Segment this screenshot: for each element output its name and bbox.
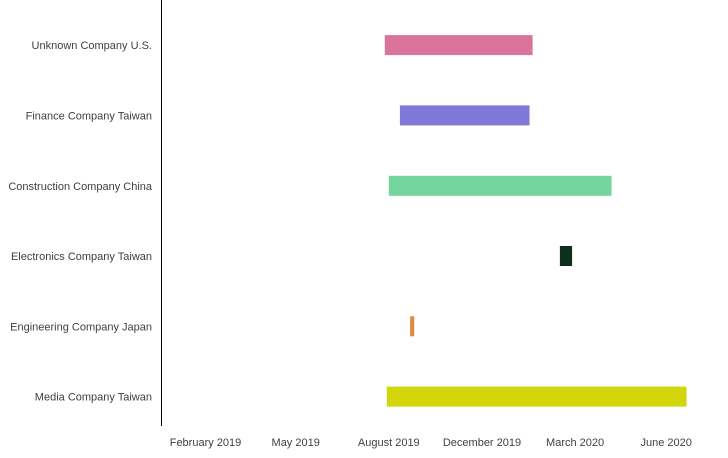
x-tick-label: December 2019 [443, 437, 521, 449]
category-label: Media Company Taiwan [35, 392, 152, 404]
x-tick-labels: February 2019 May 2019 August 2019 December… [170, 437, 692, 449]
x-tick-label: August 2019 [358, 437, 420, 449]
gantt-bar [388, 175, 612, 196]
category-label: Unknown Company U.S. [32, 40, 152, 52]
category-label: Electronics Company Taiwan [11, 251, 152, 263]
x-tick-label: March 2020 [546, 437, 604, 449]
category-labels: Unknown Company U.S. Finance Company Taiw… [8, 40, 153, 404]
bars-layer [384, 35, 687, 407]
gantt-bar [399, 105, 530, 126]
x-tick-label: February 2019 [170, 437, 242, 449]
category-label: Engineering Company Japan [10, 321, 152, 333]
gantt-bar [386, 386, 687, 407]
gantt-bar [384, 35, 533, 56]
gantt-bar [559, 246, 573, 266]
x-tick-label: June 2020 [641, 437, 692, 449]
category-label: Finance Company Taiwan [26, 110, 152, 122]
gantt-bar [410, 316, 415, 337]
x-tick-label: May 2019 [272, 437, 320, 449]
category-label: Construction Company China [8, 181, 153, 193]
